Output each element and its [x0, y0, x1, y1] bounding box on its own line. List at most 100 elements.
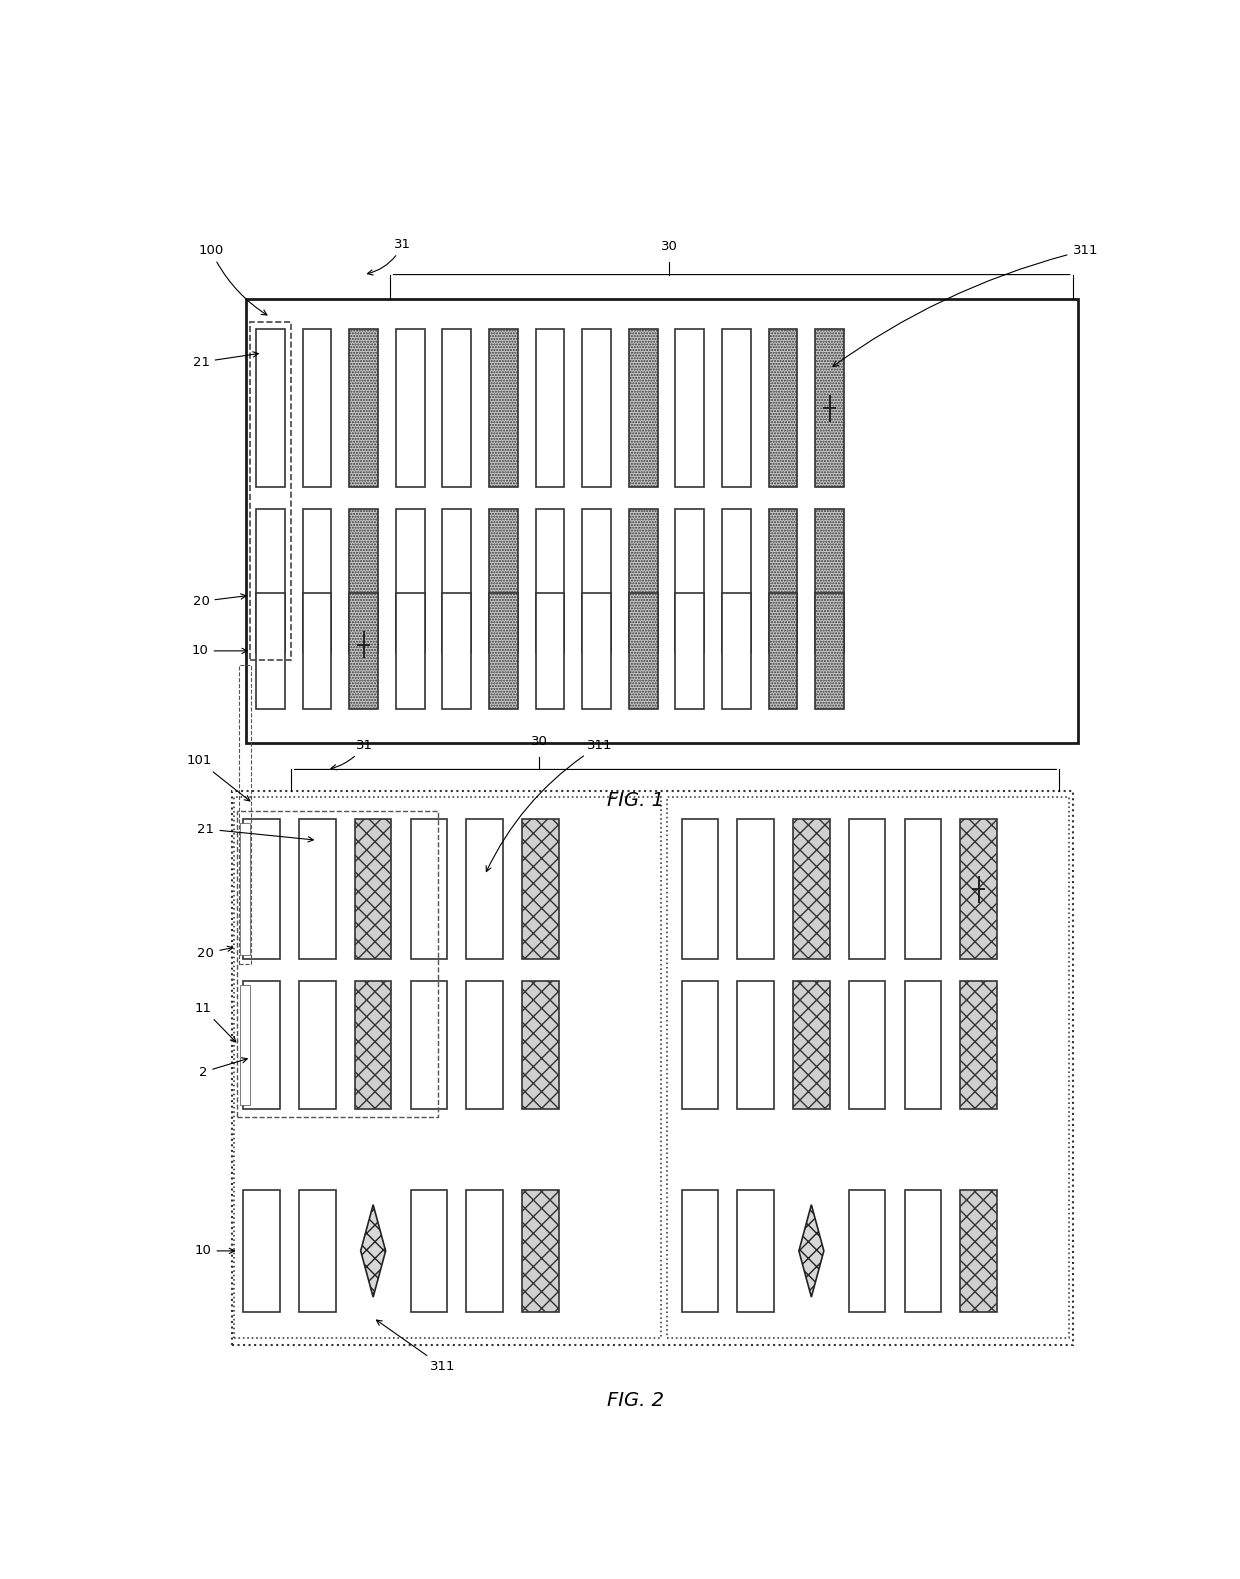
- Bar: [582, 510, 611, 652]
- Bar: [234, 797, 661, 1339]
- Bar: [489, 594, 518, 709]
- Bar: [443, 510, 471, 652]
- Bar: [489, 330, 518, 488]
- Bar: [769, 594, 797, 709]
- Bar: [396, 510, 424, 652]
- Bar: [522, 1191, 559, 1312]
- Bar: [522, 820, 559, 958]
- Bar: [536, 330, 564, 488]
- Bar: [629, 330, 657, 488]
- Bar: [849, 981, 885, 1108]
- Bar: [355, 981, 392, 1108]
- Bar: [410, 1191, 448, 1312]
- Bar: [722, 594, 751, 709]
- Bar: [303, 510, 331, 652]
- Bar: [466, 981, 503, 1108]
- Bar: [682, 981, 718, 1108]
- Bar: [237, 810, 439, 1118]
- Bar: [243, 1191, 280, 1312]
- Text: FIG. 1: FIG. 1: [608, 791, 663, 810]
- Bar: [466, 1191, 503, 1312]
- Text: 10: 10: [195, 1244, 234, 1257]
- Text: 311: 311: [486, 739, 613, 872]
- Bar: [582, 594, 611, 709]
- Bar: [239, 985, 250, 1105]
- Bar: [410, 981, 448, 1108]
- Bar: [299, 820, 336, 958]
- Bar: [396, 594, 424, 709]
- Bar: [905, 981, 941, 1108]
- Bar: [466, 820, 503, 958]
- Text: 311: 311: [833, 243, 1097, 366]
- Bar: [849, 820, 885, 958]
- Bar: [303, 594, 331, 709]
- Text: 31: 31: [367, 238, 412, 275]
- Bar: [582, 330, 611, 488]
- Bar: [722, 510, 751, 652]
- Text: 20: 20: [192, 594, 247, 608]
- Bar: [815, 594, 844, 709]
- Bar: [738, 1191, 774, 1312]
- Polygon shape: [361, 1205, 386, 1296]
- Text: 31: 31: [331, 739, 373, 771]
- Bar: [629, 594, 657, 709]
- Bar: [849, 1191, 885, 1312]
- Text: FIG. 2: FIG. 2: [608, 1391, 663, 1410]
- Bar: [299, 1191, 336, 1312]
- Bar: [536, 594, 564, 709]
- Bar: [769, 510, 797, 652]
- Bar: [238, 665, 250, 963]
- Bar: [629, 510, 657, 652]
- Bar: [960, 981, 997, 1108]
- Bar: [905, 820, 941, 958]
- Text: 30: 30: [661, 240, 677, 253]
- Bar: [443, 594, 471, 709]
- Bar: [676, 594, 704, 709]
- Text: 311: 311: [377, 1320, 455, 1372]
- Bar: [960, 820, 997, 958]
- Bar: [815, 330, 844, 488]
- Bar: [396, 330, 424, 488]
- Bar: [738, 981, 774, 1108]
- Text: 30: 30: [531, 734, 548, 747]
- Bar: [738, 820, 774, 958]
- Bar: [667, 797, 1069, 1339]
- Bar: [682, 1191, 718, 1312]
- Bar: [243, 820, 280, 958]
- Bar: [243, 981, 280, 1108]
- Text: 2: 2: [198, 1058, 247, 1078]
- Text: 100: 100: [198, 243, 267, 314]
- Text: 20: 20: [197, 946, 233, 960]
- Bar: [769, 330, 797, 488]
- Bar: [682, 820, 718, 958]
- Text: 21: 21: [192, 352, 258, 368]
- Bar: [410, 820, 448, 958]
- Bar: [905, 1191, 941, 1312]
- Bar: [239, 823, 250, 955]
- Bar: [443, 330, 471, 488]
- Bar: [676, 330, 704, 488]
- Bar: [255, 330, 285, 488]
- Bar: [299, 981, 336, 1108]
- Bar: [815, 510, 844, 652]
- Bar: [350, 510, 378, 652]
- Bar: [794, 981, 830, 1108]
- Bar: [350, 594, 378, 709]
- Bar: [232, 791, 1073, 1345]
- Bar: [247, 298, 1078, 742]
- Bar: [355, 820, 392, 958]
- Bar: [536, 510, 564, 652]
- Bar: [255, 510, 285, 652]
- Bar: [794, 820, 830, 958]
- Text: 11: 11: [195, 1001, 236, 1042]
- Bar: [722, 330, 751, 488]
- Polygon shape: [799, 1205, 823, 1296]
- Text: 21: 21: [197, 823, 314, 842]
- Text: 101: 101: [186, 755, 250, 801]
- Bar: [350, 330, 378, 488]
- Text: 10: 10: [192, 644, 247, 657]
- Bar: [522, 981, 559, 1108]
- Bar: [303, 330, 331, 488]
- Bar: [255, 594, 285, 709]
- Bar: [489, 510, 518, 652]
